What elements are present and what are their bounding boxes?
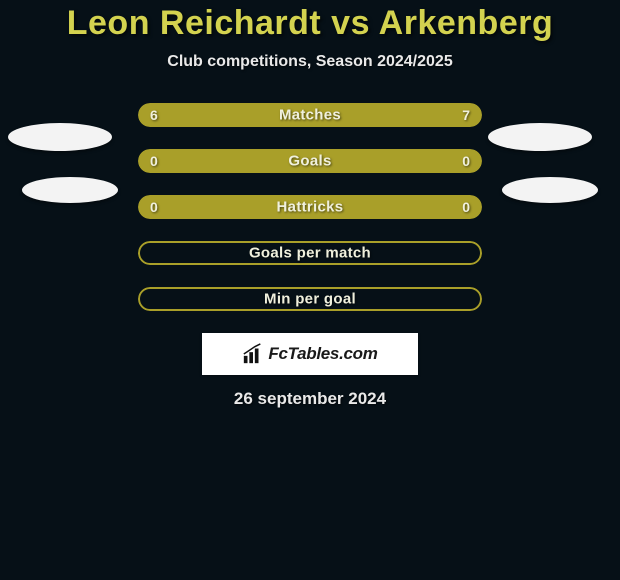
stat-label: Matches <box>138 107 482 124</box>
date-label: 26 september 2024 <box>0 389 620 409</box>
decorative-ellipse <box>8 123 112 151</box>
stat-bar: Goals per match <box>138 241 482 265</box>
stat-value-left: 0 <box>150 153 158 169</box>
stat-row: Goals per match <box>0 241 620 265</box>
stat-row: Min per goal <box>0 287 620 311</box>
stat-value-right: 0 <box>462 199 470 215</box>
source-logo: FcTables.com <box>242 343 377 365</box>
source-logo-box: FcTables.com <box>202 333 418 375</box>
stat-bar: Matches6 7 <box>138 103 482 127</box>
stat-label: Goals per match <box>138 245 482 262</box>
stat-label: Goals <box>138 153 482 170</box>
bar-chart-icon <box>242 343 264 365</box>
stat-label: Min per goal <box>138 291 482 308</box>
decorative-ellipse <box>488 123 592 151</box>
source-logo-text: FcTables.com <box>268 344 377 364</box>
stat-label: Hattricks <box>138 199 482 216</box>
stat-bar: Hattricks0 0 <box>138 195 482 219</box>
stat-value-left: 6 <box>150 107 158 123</box>
stat-row: Hattricks0 0 <box>0 195 620 219</box>
page-title: Leon Reichardt vs Arkenberg <box>0 4 620 43</box>
stats-zone: Matches67Goals00Hattricks00Goals per mat… <box>0 103 620 311</box>
stat-value-right: 0 <box>462 153 470 169</box>
subtitle: Club competitions, Season 2024/2025 <box>0 53 620 71</box>
stat-row: Matches6 7 <box>0 103 620 127</box>
stat-bar: Min per goal <box>138 287 482 311</box>
stat-value-left: 0 <box>150 199 158 215</box>
comparison-card: Leon Reichardt vs Arkenberg Club competi… <box>0 0 620 409</box>
stat-value-right: 7 <box>462 107 470 123</box>
stat-bar: Goals0 0 <box>138 149 482 173</box>
stat-row: Goals0 0 <box>0 149 620 173</box>
